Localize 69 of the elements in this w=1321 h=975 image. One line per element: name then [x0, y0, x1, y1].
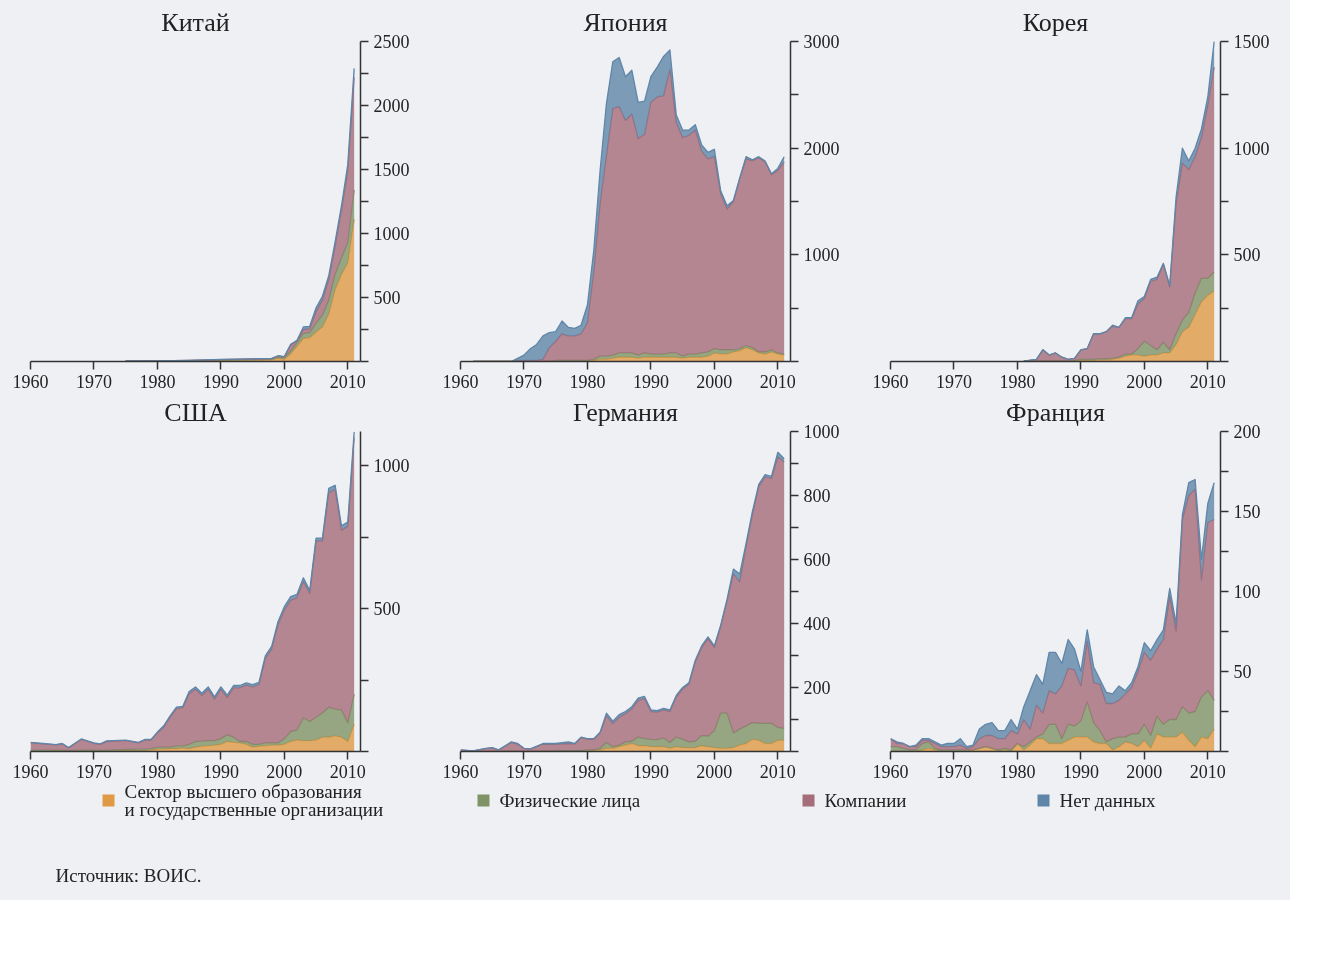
y-tick-label: 50 — [1233, 662, 1252, 682]
y-tick-label: 500 — [1233, 245, 1261, 266]
x-tick-label: 1980 — [999, 371, 1036, 392]
x-tick-label: 1980 — [139, 761, 176, 782]
y-tick-label: 200 — [803, 678, 831, 698]
x-tick-label: 1960 — [442, 761, 479, 782]
x-tick-label: 2010 — [1189, 761, 1226, 782]
x-tick-label: 1990 — [1062, 761, 1099, 782]
chart-title: Китай — [161, 7, 230, 37]
x-tick-label: 1980 — [569, 761, 606, 782]
y-tick-label: 600 — [803, 550, 831, 570]
y-tick-label: 2000 — [373, 96, 410, 116]
x-tick-label: 1970 — [505, 761, 542, 782]
x-tick-label: 1970 — [75, 371, 112, 392]
text: Источник: ВОИС. — [55, 865, 202, 886]
chart-title: США — [164, 397, 227, 427]
legend-label: Компании — [824, 790, 907, 811]
legend-label: Сектор высшего образования и государственные организации — [124, 780, 384, 821]
x-tick-label: 2000 — [1126, 761, 1163, 782]
y-tick-label: 1000 — [373, 224, 410, 244]
chart-title: Франция — [1006, 397, 1105, 427]
x-tick-label: 1970 — [505, 371, 542, 392]
x-tick-label: 1970 — [935, 761, 972, 782]
y-tick-label: 800 — [803, 486, 831, 506]
x-tick-label: 1960 — [872, 761, 909, 782]
chart-title: Япония — [583, 7, 668, 37]
x-tick-label: 1990 — [1062, 371, 1099, 392]
y-tick-label: 1500 — [1233, 32, 1270, 52]
x-tick-label: 2010 — [759, 761, 796, 782]
y-tick-label: 3000 — [803, 32, 840, 52]
chart-title: Германия — [573, 397, 678, 427]
x-tick-label: 1960 — [12, 761, 49, 782]
y-tick-label: 2500 — [373, 32, 410, 52]
x-tick-label: 1980 — [999, 761, 1036, 782]
chart-title: Корея — [1022, 7, 1089, 37]
x-tick-label: 1970 — [935, 371, 972, 392]
x-tick-label: 1980 — [569, 371, 606, 392]
legend-label: Нет данных — [1059, 790, 1156, 811]
y-tick-label: 100 — [1233, 582, 1261, 602]
y-tick-label: 2000 — [803, 138, 840, 159]
x-tick-label: 1960 — [12, 371, 49, 392]
x-tick-label: 1960 — [442, 371, 479, 392]
y-tick-label: 500 — [373, 599, 401, 620]
x-tick-label: 1990 — [202, 761, 239, 782]
x-tick-label: 1990 — [632, 371, 669, 392]
x-tick-label: 2000 — [266, 371, 303, 392]
x-tick-label: 1980 — [139, 371, 176, 392]
x-tick-label: 2000 — [266, 761, 303, 782]
y-tick-label: 1000 — [803, 245, 840, 266]
x-tick-label: 2000 — [696, 371, 733, 392]
x-tick-label: 2010 — [329, 761, 366, 782]
y-tick-label: 500 — [373, 288, 401, 308]
y-tick-label: 1000 — [1233, 138, 1270, 159]
y-tick-label: 150 — [1233, 502, 1261, 522]
x-tick-label: 2010 — [759, 371, 796, 392]
x-tick-label: 1990 — [632, 761, 669, 782]
y-tick-label: 1000 — [373, 456, 410, 477]
y-tick-label: 1500 — [373, 160, 410, 180]
x-tick-label: 1990 — [202, 371, 239, 392]
x-tick-label: 2010 — [1189, 371, 1226, 392]
x-tick-label: 1970 — [75, 761, 112, 782]
y-tick-label: 1000 — [803, 422, 840, 442]
y-tick-label: 200 — [1233, 422, 1261, 442]
legend-label: Физические лица — [499, 790, 641, 811]
x-tick-label: 2010 — [329, 371, 366, 392]
x-tick-label: 2000 — [696, 761, 733, 782]
x-tick-label: 1960 — [872, 371, 909, 392]
y-tick-label: 400 — [803, 614, 831, 634]
x-tick-label: 2000 — [1126, 371, 1163, 392]
